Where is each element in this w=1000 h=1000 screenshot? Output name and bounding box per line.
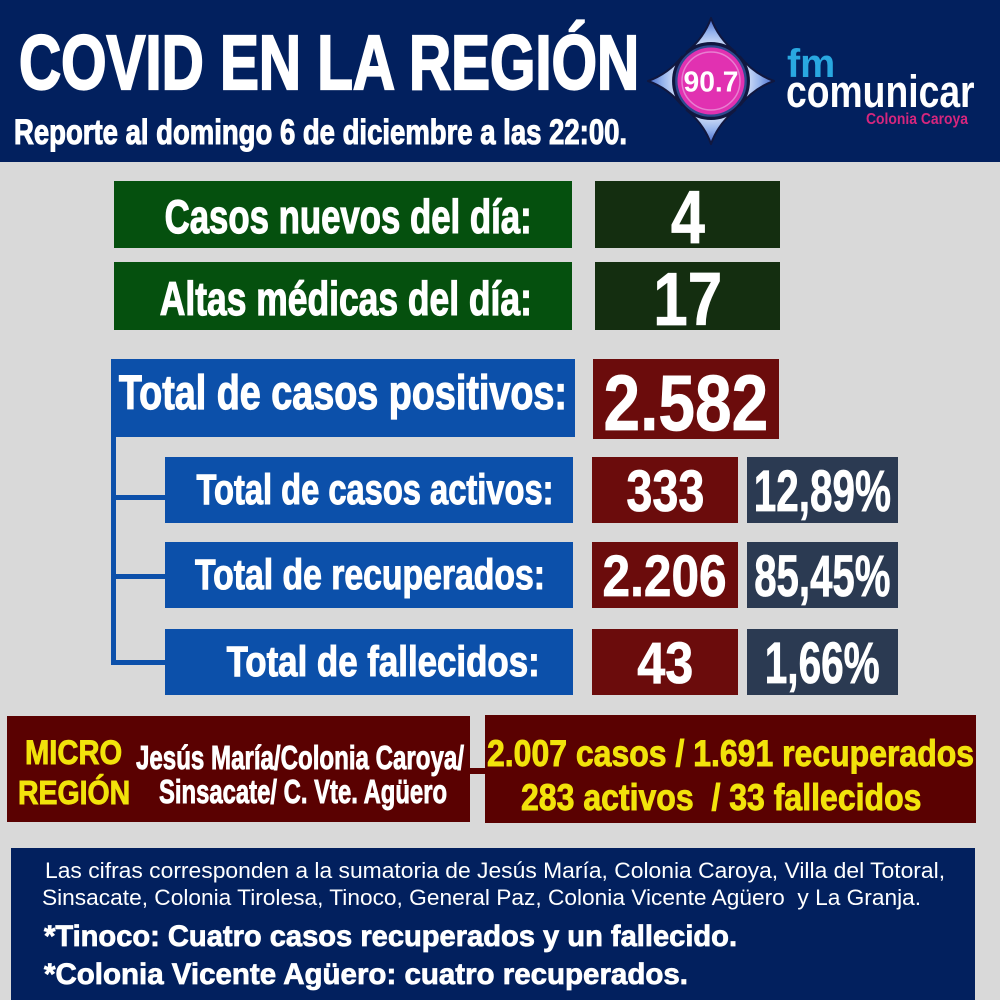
svg-text:90.7: 90.7 <box>684 67 739 99</box>
